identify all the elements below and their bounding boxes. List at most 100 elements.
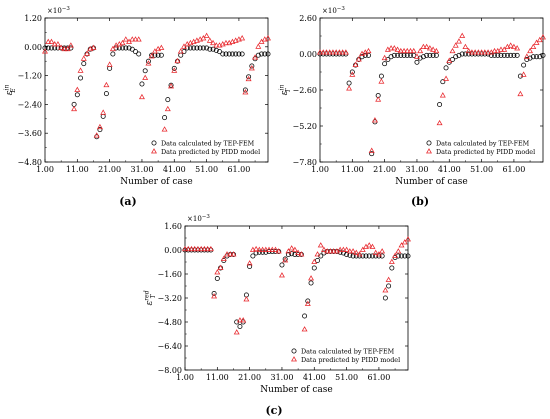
data-point-circle: [405, 253, 411, 259]
data-point-triangle: [210, 39, 217, 46]
data-point-circle: [366, 253, 372, 259]
data-point-circle: [459, 51, 465, 57]
data-point-circle: [194, 45, 200, 51]
data-point-circle: [133, 49, 138, 55]
data-point-triangle: [138, 93, 145, 100]
data-point-triangle: [350, 248, 357, 254]
data-point-circle: [204, 45, 210, 51]
data-point-circle: [302, 313, 308, 319]
series-tep-fem: [182, 247, 411, 329]
data-point-triangle: [177, 48, 184, 54]
data-point-triangle: [100, 109, 107, 115]
data-point-circle: [391, 52, 397, 58]
svg-text:εinT: εinT: [279, 85, 293, 96]
data-point-circle: [45, 45, 51, 51]
data-point-triangle: [207, 245, 214, 252]
data-point-triangle: [145, 60, 152, 66]
data-point-triangle: [391, 45, 398, 51]
data-point-circle: [540, 52, 546, 58]
data-point-triangle: [211, 293, 218, 299]
data-point-circle: [97, 127, 103, 133]
data-point-circle: [386, 283, 392, 289]
data-point-triangle: [462, 43, 469, 50]
data-point-triangle: [540, 34, 546, 40]
data-point-circle: [462, 51, 468, 57]
data-point-triangle: [330, 248, 337, 254]
data-point-triangle: [272, 246, 279, 252]
data-point-triangle: [514, 45, 521, 51]
x-tick-label: 41.00: [303, 373, 326, 382]
data-point-triangle: [371, 117, 378, 123]
data-point-triangle: [356, 251, 363, 257]
data-point-circle: [315, 258, 320, 263]
data-point-triangle: [96, 123, 103, 130]
y-tick-label: 1.60: [164, 222, 182, 231]
data-point-triangle: [206, 37, 213, 43]
data-point-circle: [378, 73, 384, 79]
data-point-triangle: [48, 38, 55, 44]
data-point-triangle: [191, 245, 198, 252]
data-point-triangle: [253, 245, 260, 252]
data-point-circle: [81, 61, 87, 67]
data-point-circle: [178, 52, 184, 58]
data-point-circle: [366, 52, 371, 58]
data-point-triangle: [523, 53, 530, 59]
data-point-circle: [48, 45, 54, 51]
data-point-triangle: [320, 246, 327, 252]
data-point-triangle: [246, 260, 253, 266]
series-tep-fem: [42, 45, 271, 140]
data-point-triangle: [355, 56, 362, 62]
data-point-circle: [145, 58, 151, 64]
data-point-circle: [103, 91, 109, 97]
data-point-circle: [210, 46, 216, 52]
data-point-triangle: [295, 249, 302, 255]
y-tick-label: 0.00: [299, 50, 317, 59]
data-point-circle: [430, 52, 436, 58]
data-point-triangle: [465, 47, 472, 54]
data-point-triangle: [71, 105, 78, 112]
chart-panel-a: 1.00 11.00 21.00 31.00 41.00 51.00 61.00 1.20 0.…: [0, 0, 275, 195]
data-point-triangle: [359, 246, 366, 252]
data-point-triangle: [194, 245, 201, 252]
x-tick-label: 11.00: [66, 165, 89, 174]
x-tick-label: 31.00: [131, 165, 154, 174]
data-point-triangle: [449, 47, 456, 54]
data-point-circle: [537, 54, 543, 60]
data-point-triangle: [84, 50, 90, 56]
data-point-circle: [256, 249, 262, 255]
data-point-triangle: [90, 44, 97, 50]
data-point-triangle: [142, 74, 149, 80]
x-tick-label: 61.00: [227, 165, 250, 174]
data-point-triangle: [174, 57, 181, 64]
data-point-circle: [337, 249, 343, 255]
data-point-circle: [247, 264, 253, 269]
data-point-circle: [401, 52, 407, 58]
data-point-triangle: [262, 246, 269, 252]
data-point-triangle: [227, 251, 234, 257]
data-point-triangle: [248, 65, 255, 71]
data-point-triangle: [481, 49, 488, 55]
data-point-circle: [521, 62, 527, 68]
data-point-circle: [220, 51, 226, 57]
data-point-triangle: [282, 257, 289, 263]
data-point-triangle: [320, 49, 327, 55]
y-tick-label: −5.20: [292, 122, 317, 131]
y-tick-label: −4.80: [17, 158, 42, 167]
data-point-circle: [308, 280, 314, 286]
data-point-circle: [171, 65, 177, 71]
data-point-circle: [530, 54, 536, 60]
data-point-circle: [450, 57, 455, 63]
x-tick-label: 51.00: [470, 165, 493, 174]
data-point-triangle: [233, 329, 240, 335]
data-point-circle: [443, 65, 449, 71]
data-point-circle: [120, 45, 126, 51]
legend-label: Data predicted by PIDD model: [436, 148, 535, 156]
data-point-circle: [207, 46, 213, 52]
data-point-triangle: [398, 242, 405, 248]
data-point-triangle: [188, 245, 195, 252]
data-point-triangle: [239, 35, 246, 41]
legend-triangle-marker: [291, 356, 297, 362]
data-point-circle: [285, 252, 291, 257]
data-point-circle: [456, 52, 462, 58]
data-point-triangle: [491, 47, 498, 54]
